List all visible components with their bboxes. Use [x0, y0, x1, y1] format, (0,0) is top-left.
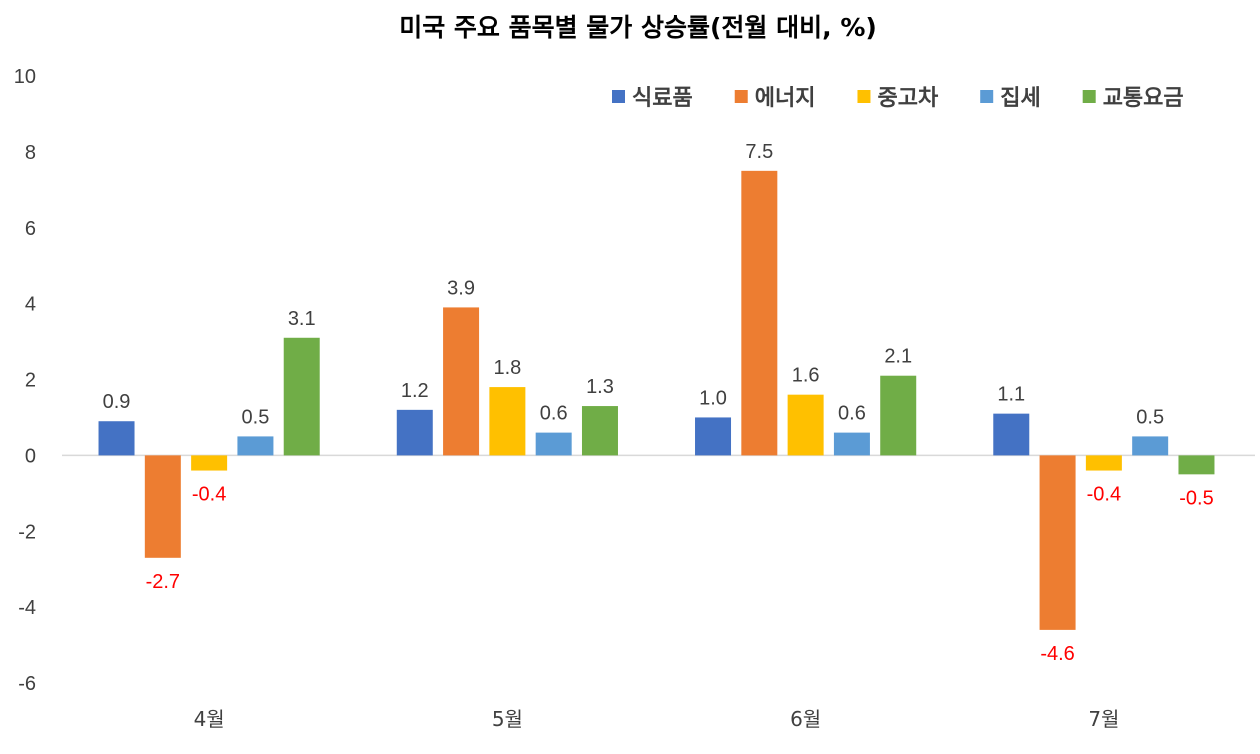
data-label: -0.4 — [192, 484, 226, 506]
data-label: 0.6 — [540, 403, 568, 425]
y-axis: -6 -4 -2 0 2 4 6 8 10 — [14, 66, 36, 695]
bar — [237, 436, 274, 456]
data-label: 3.1 — [288, 308, 316, 330]
data-label: 1.6 — [792, 365, 820, 387]
bar — [880, 375, 917, 456]
bar — [695, 417, 732, 456]
legend-label: 에너지 — [755, 86, 816, 111]
legend-label: 중고차 — [877, 86, 938, 111]
legend-swatch — [612, 90, 625, 103]
data-label: -0.5 — [1179, 487, 1213, 509]
x-category-label: 5월 — [492, 707, 523, 731]
bar — [741, 170, 778, 456]
data-label: 1.8 — [493, 357, 521, 379]
data-label: 0.5 — [1136, 406, 1164, 428]
bar — [1178, 455, 1215, 475]
bar — [1039, 455, 1076, 630]
bars-group — [98, 170, 1215, 630]
x-category-label: 4월 — [194, 707, 225, 731]
bar — [581, 406, 618, 456]
bar — [98, 421, 135, 456]
data-label: -4.6 — [1040, 643, 1074, 665]
bar — [993, 413, 1030, 456]
chart-title: 미국 주요 품목별 물가 상승률(전월 대비, %) — [399, 13, 877, 42]
data-label: 1.1 — [997, 384, 1025, 406]
legend-swatch — [1082, 90, 1096, 103]
data-label: 3.9 — [447, 277, 475, 299]
y-tick-label: 2 — [25, 370, 36, 392]
legend-label: 교통요금 — [1103, 86, 1184, 111]
bar — [787, 394, 824, 456]
data-label: 0.5 — [242, 406, 270, 428]
legend-swatch — [857, 90, 871, 103]
y-tick-label: 8 — [25, 142, 36, 164]
bar — [1132, 436, 1169, 456]
y-tick-label: 4 — [25, 294, 36, 316]
bar — [489, 387, 526, 456]
y-tick-label: -4 — [18, 597, 36, 619]
data-label: -0.4 — [1087, 484, 1121, 506]
legend: 식료품 에너지 중고차 집세 교통요금 — [612, 86, 1184, 111]
data-label: 7.5 — [745, 141, 773, 163]
bar — [535, 432, 572, 456]
data-label: 1.3 — [586, 376, 614, 398]
bar — [443, 307, 480, 456]
legend-label: 식료품 — [632, 86, 693, 111]
y-tick-label: -2 — [18, 521, 36, 543]
data-label: 2.1 — [884, 346, 912, 368]
legend-swatch — [734, 90, 748, 103]
data-label: 1.2 — [401, 380, 429, 402]
data-label: 0.9 — [103, 391, 131, 413]
bar — [833, 432, 870, 456]
x-category-label: 6월 — [790, 707, 821, 731]
data-label: -2.7 — [146, 571, 180, 593]
y-tick-label: 10 — [14, 66, 36, 88]
y-tick-label: 6 — [25, 218, 36, 240]
bar — [144, 455, 181, 558]
data-labels-group: 0.9 -2.7 -0.4 0.5 3.1 1.2 3.9 1.8 0.6 1.3 1.0 7.5 1.… — [103, 141, 1214, 665]
x-category-label: 7월 — [1088, 707, 1119, 731]
bar — [283, 337, 320, 456]
data-label: 0.6 — [838, 403, 866, 425]
bar — [396, 409, 433, 456]
data-label: 1.0 — [699, 387, 727, 409]
y-tick-label: -6 — [18, 673, 36, 695]
legend-label: 집세 — [1000, 86, 1040, 111]
bar — [1085, 455, 1122, 471]
legend-swatch — [980, 90, 994, 103]
bar — [191, 455, 228, 471]
y-tick-label: 0 — [25, 445, 36, 467]
x-axis: 4월 5월 6월 7월 — [194, 707, 1120, 731]
